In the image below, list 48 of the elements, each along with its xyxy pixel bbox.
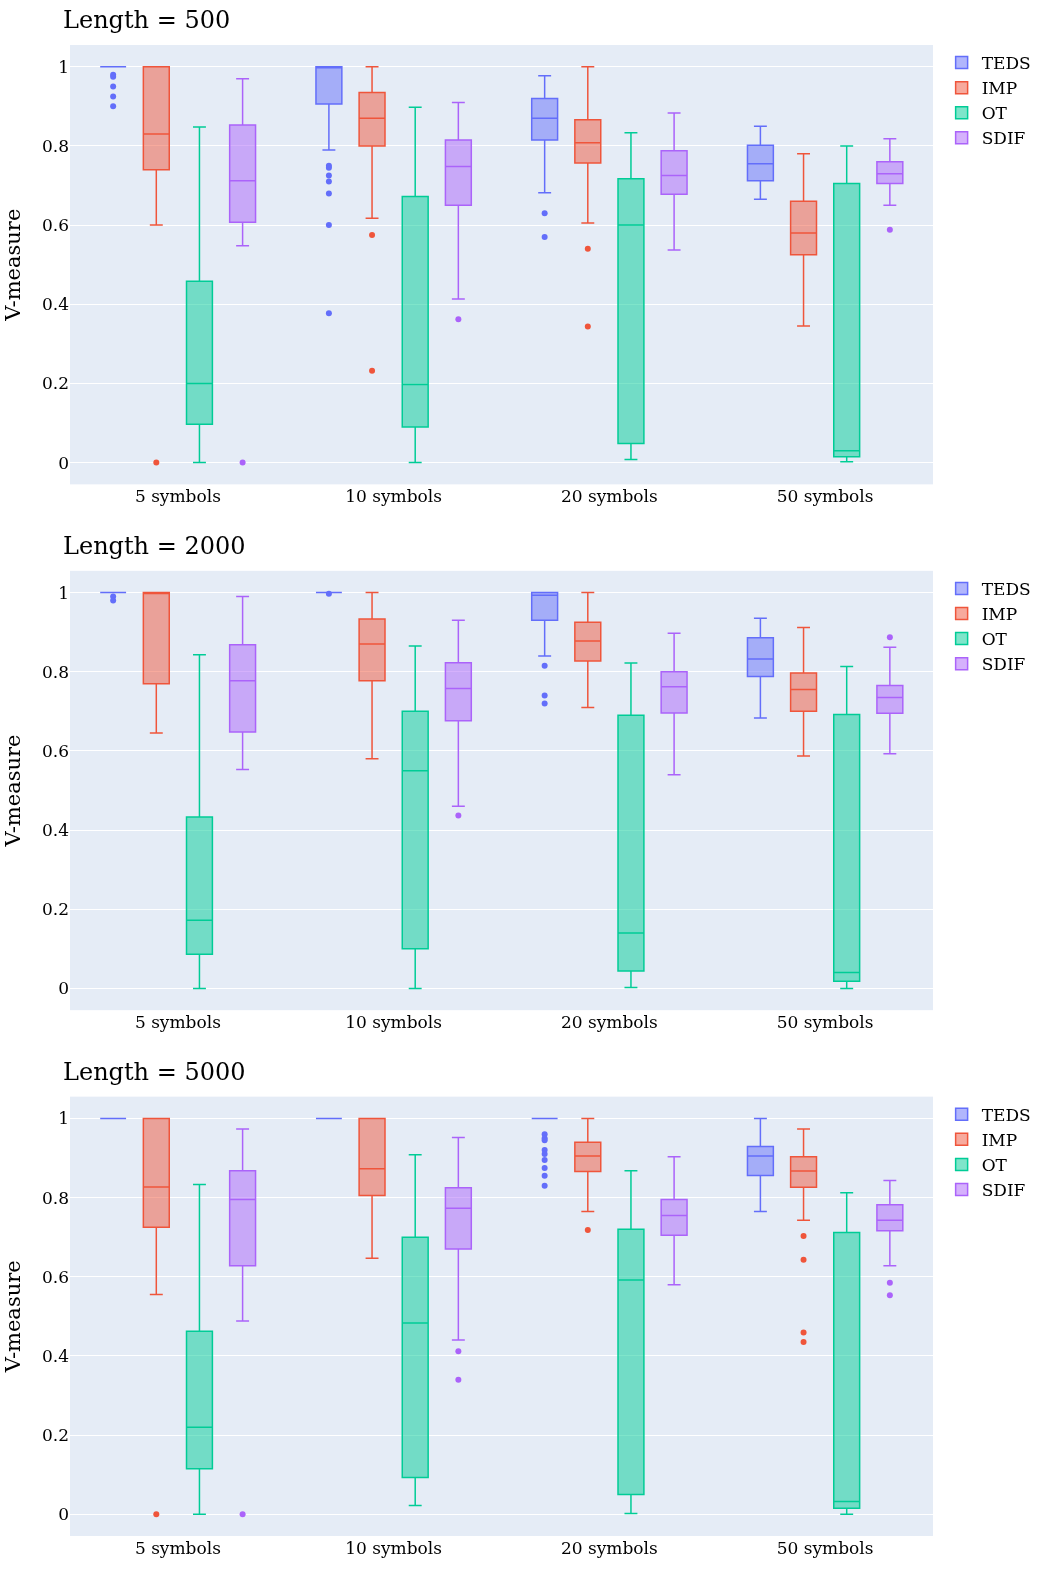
legend-label: SDIF: [981, 128, 1026, 149]
y-tick-label: 0.6: [41, 1266, 69, 1287]
y-axis-title: V-measure: [1, 208, 26, 322]
legend-label: OT: [981, 103, 1008, 124]
x-tick-label: 5 symbols: [134, 1012, 221, 1033]
chart-title: Length = 2000: [63, 532, 246, 560]
y-tick-label: 0: [58, 978, 69, 999]
chart-title: Length = 5000: [63, 1058, 246, 1086]
y-tick-label: 0.8: [41, 661, 69, 682]
legend-label: IMP: [981, 78, 1018, 99]
legend-label: SDIF: [981, 654, 1026, 675]
x-tick-label: 5 symbols: [134, 1538, 221, 1558]
x-tick-label: 10 symbols: [345, 1538, 443, 1558]
y-tick-label: 0: [58, 452, 69, 473]
x-tick-label: 20 symbols: [561, 1538, 658, 1558]
y-tick-label: 0.4: [41, 820, 69, 841]
legend-label: OT: [981, 1155, 1008, 1176]
y-tick-label: 1: [58, 582, 69, 603]
x-tick-label: 10 symbols: [345, 486, 443, 507]
y-axis-title: V-measure: [1, 1260, 26, 1374]
x-tick-label: 20 symbols: [561, 486, 658, 507]
y-tick-label: 0.4: [41, 1345, 69, 1366]
legend-label: SDIF: [981, 1180, 1026, 1201]
y-tick-label: 0: [58, 1504, 69, 1525]
legend-label: OT: [981, 629, 1008, 650]
chart-title: Length = 500: [63, 6, 231, 34]
y-tick-label: 0.2: [41, 899, 69, 920]
x-tick-label: 50 symbols: [776, 1012, 874, 1033]
y-tick-label: 0.2: [41, 373, 69, 394]
legend-label: IMP: [981, 1129, 1018, 1150]
y-tick-label: 0.2: [41, 1425, 69, 1446]
x-tick-label: 50 symbols: [776, 1538, 874, 1558]
y-tick-label: 0.8: [41, 1187, 69, 1208]
y-tick-label: 0.6: [41, 740, 69, 761]
x-tick-label: 20 symbols: [561, 1012, 658, 1033]
y-tick-label: 0.8: [41, 135, 69, 156]
y-tick-label: 0.4: [41, 294, 69, 315]
legend-label: TEDS: [981, 579, 1031, 600]
x-tick-label: 10 symbols: [345, 1012, 443, 1033]
x-tick-label: 5 symbols: [134, 486, 221, 507]
y-tick-label: 1: [58, 56, 69, 77]
y-tick-label: 0.6: [41, 215, 69, 236]
legend-label: TEDS: [981, 53, 1031, 74]
y-tick-label: 1: [58, 1108, 69, 1129]
legend-label: TEDS: [981, 1104, 1031, 1125]
x-tick-label: 50 symbols: [776, 486, 874, 507]
y-axis-title: V-measure: [1, 734, 26, 848]
legend-label: IMP: [981, 604, 1018, 625]
